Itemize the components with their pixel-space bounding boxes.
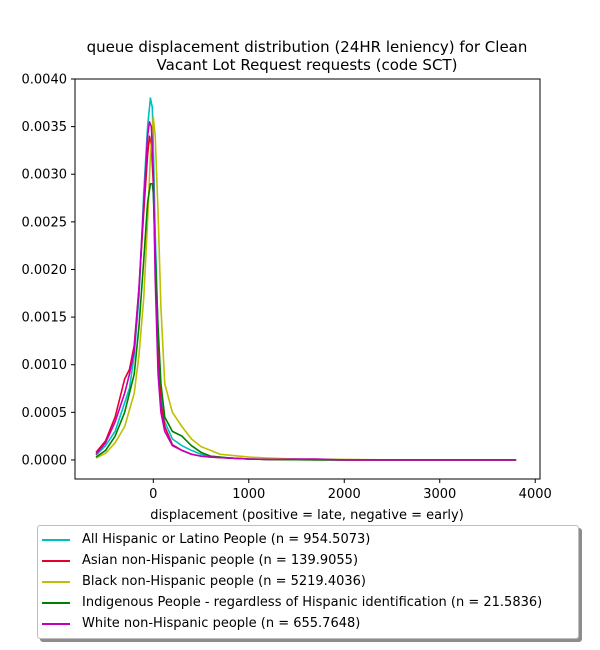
chart-title-line-2: Vacant Lot Request requests (code SCT) bbox=[157, 56, 458, 74]
y-tick-label: 0.0005 bbox=[22, 406, 68, 421]
legend-item: Black non-Hispanic people (n = 5219.4036… bbox=[38, 571, 578, 592]
y-tick-label: 0.0015 bbox=[22, 311, 68, 326]
legend-swatch bbox=[42, 580, 70, 583]
line-chart: queue displacement distribution (24HR le… bbox=[22, 38, 552, 523]
x-axis-ticks: 0 1000 2000 3000 4000 bbox=[149, 479, 552, 502]
legend-item: Asian non-Hispanic people (n = 139.9055) bbox=[38, 550, 578, 571]
legend-label: Black non-Hispanic people (n = 5219.4036… bbox=[82, 574, 366, 589]
chart-legend: All Hispanic or Latino People (n = 954.5… bbox=[37, 525, 579, 639]
legend-swatch bbox=[42, 538, 70, 541]
x-axis-label: displacement (positive = late, negative … bbox=[150, 508, 464, 523]
y-tick-label: 0.0030 bbox=[22, 168, 68, 183]
y-tick-label: 0.0020 bbox=[22, 263, 68, 278]
legend-swatch bbox=[42, 622, 70, 625]
series-line-2 bbox=[95, 135, 517, 461]
legend-swatch bbox=[42, 601, 70, 604]
y-tick-label: 0.0035 bbox=[22, 120, 68, 135]
series-line-3 bbox=[95, 116, 517, 461]
y-axis-ticks: 0.0000 0.0005 0.0010 0.0015 0.0020 0.0025 0.00… bbox=[22, 73, 75, 468]
series-line-4 bbox=[95, 182, 517, 461]
y-tick-label: 0.0025 bbox=[22, 215, 68, 230]
legend-label: All Hispanic or Latino People (n = 954.5… bbox=[82, 532, 371, 547]
series-line-1 bbox=[95, 97, 517, 461]
y-tick-label: 0.0010 bbox=[22, 358, 68, 373]
x-tick-label: 0 bbox=[149, 487, 157, 502]
plot-frame bbox=[74, 78, 541, 480]
x-tick-label: 3000 bbox=[423, 487, 456, 502]
chart-title-line-1: queue displacement distribution (24HR le… bbox=[87, 38, 528, 56]
legend-label: Asian non-Hispanic people (n = 139.9055) bbox=[82, 553, 359, 568]
legend-item: Indigenous People - regardless of Hispan… bbox=[38, 592, 578, 613]
legend-item: All Hispanic or Latino People (n = 954.5… bbox=[38, 529, 578, 550]
y-tick-label: 0.0040 bbox=[22, 73, 68, 88]
x-tick-label: 4000 bbox=[519, 487, 552, 502]
legend-swatch bbox=[42, 559, 70, 562]
legend-label: White non-Hispanic people (n = 655.7648) bbox=[82, 616, 361, 631]
x-tick-label: 2000 bbox=[328, 487, 361, 502]
legend-label: Indigenous People - regardless of Hispan… bbox=[82, 595, 543, 610]
legend-item: White non-Hispanic people (n = 655.7648) bbox=[38, 613, 578, 634]
series-line-5 bbox=[95, 121, 517, 461]
plot-lines bbox=[95, 97, 517, 461]
x-tick-label: 1000 bbox=[232, 487, 265, 502]
y-tick-label: 0.0000 bbox=[22, 453, 68, 468]
